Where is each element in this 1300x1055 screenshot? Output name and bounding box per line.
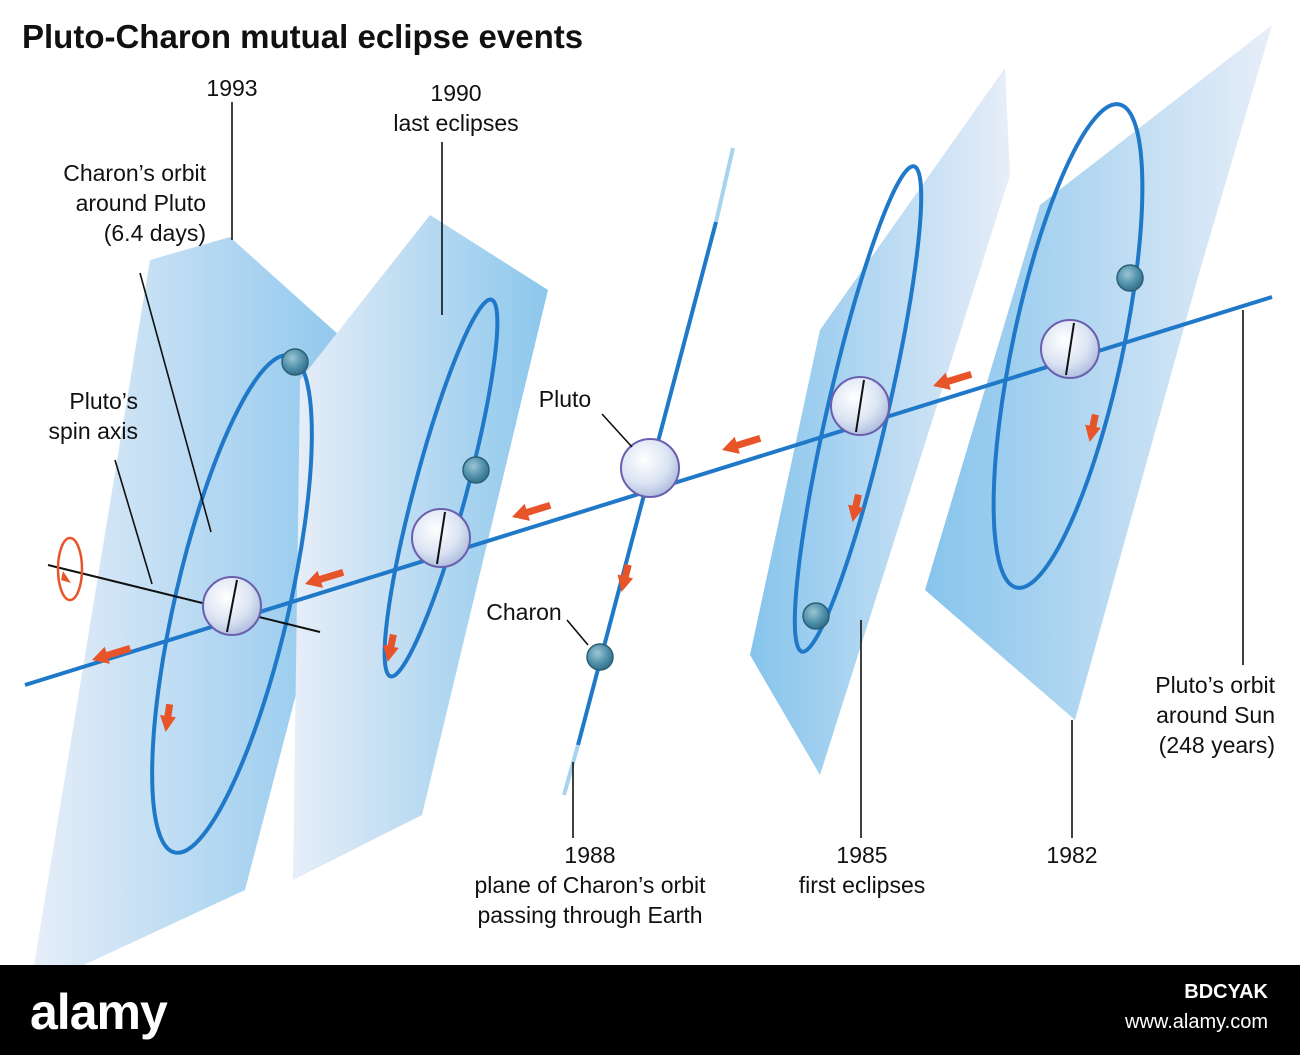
pluto-1990 — [411, 508, 471, 568]
label-spin-axis-line1: Pluto’s — [69, 388, 138, 414]
leader-charon-orbit — [139, 272, 212, 533]
charon-1988 — [586, 643, 614, 671]
charon-1993 — [281, 348, 309, 376]
orbit-plane-1988-edge-faint-top — [714, 147, 735, 223]
watermark-footer: alamy BDCYAK www.alamy.com — [0, 965, 1300, 1055]
pluto-1982 — [1040, 319, 1100, 379]
label-1990-year: 1990 — [430, 80, 482, 106]
label-charon-text: Charon — [486, 599, 562, 625]
page-title: Pluto-Charon mutual eclipse events — [22, 18, 584, 55]
label-spin-axis-line2: spin axis — [48, 418, 138, 444]
label-1982: 1982 — [1046, 840, 1097, 870]
pluto-1985 — [830, 376, 890, 436]
label-spin-axis: Pluto’s spin axis — [49, 386, 138, 446]
charon-1985 — [802, 602, 830, 630]
orbit-plane-1988-edge-faint-bottom — [562, 744, 580, 796]
watermark-url: www.alamy.com — [1125, 1011, 1268, 1033]
watermark-brand: alamy — [30, 984, 168, 1040]
label-sun-orbit-line3: (248 years) — [1158, 732, 1275, 758]
label-charon: Charon — [486, 597, 561, 627]
leader-pluto — [601, 413, 633, 448]
charon-orbit-1990 — [382, 297, 500, 679]
label-1993-year: 1993 — [206, 75, 258, 101]
leader-spin-axis — [114, 459, 153, 585]
pluto-1988 — [620, 438, 680, 498]
label-1988-note-line1: plane of Charon’s orbit — [474, 872, 706, 898]
leader-lines — [114, 102, 1244, 838]
eclipse-diagram — [24, 25, 1273, 965]
charon-orbit-1982 — [991, 102, 1145, 590]
label-charon-orbit-line1: Charon’s orbit — [63, 160, 206, 186]
label-1988-note-line2: passing through Earth — [477, 902, 703, 928]
label-1982-year: 1982 — [1046, 842, 1098, 868]
direction-arrow-icon — [719, 430, 763, 459]
watermark-info: BDCYAK www.alamy.com — [1125, 977, 1268, 1037]
label-1990-note: last eclipses — [393, 110, 519, 136]
leader-charon — [566, 619, 589, 646]
label-1985: 1985 first eclipses — [799, 840, 926, 900]
rotation-arrow-icon — [56, 536, 84, 602]
charon-1990 — [462, 456, 490, 484]
orbit-plane-1982 — [925, 25, 1272, 720]
label-pluto: Pluto — [539, 384, 591, 414]
label-1990: 1990 last eclipses — [393, 78, 518, 138]
pluto-spin-axis-line — [47, 564, 321, 633]
label-1993: 1993 — [206, 73, 257, 103]
label-sun-orbit-line1: Pluto’s orbit — [1155, 672, 1275, 698]
label-1985-year: 1985 — [836, 842, 888, 868]
label-1988-year: 1988 — [564, 842, 616, 868]
label-sun-orbit-line2: around Sun — [1156, 702, 1275, 728]
watermark-image-id: BDCYAK — [1184, 981, 1268, 1003]
label-sun-orbit: Pluto’s orbit around Sun (248 years) — [1155, 670, 1275, 760]
label-charon-orbit-line2: around Pluto — [75, 190, 206, 216]
label-charon-orbit: Charon’s orbit around Pluto (6.4 days) — [63, 158, 206, 248]
label-1988: 1988 plane of Charon’s orbit passing thr… — [475, 840, 706, 930]
charon-1982 — [1116, 264, 1144, 292]
label-1985-note: first eclipses — [798, 872, 926, 898]
pluto-1993 — [202, 576, 262, 636]
label-charon-orbit-line3: (6.4 days) — [103, 220, 206, 246]
label-pluto-text: Pluto — [538, 386, 592, 412]
